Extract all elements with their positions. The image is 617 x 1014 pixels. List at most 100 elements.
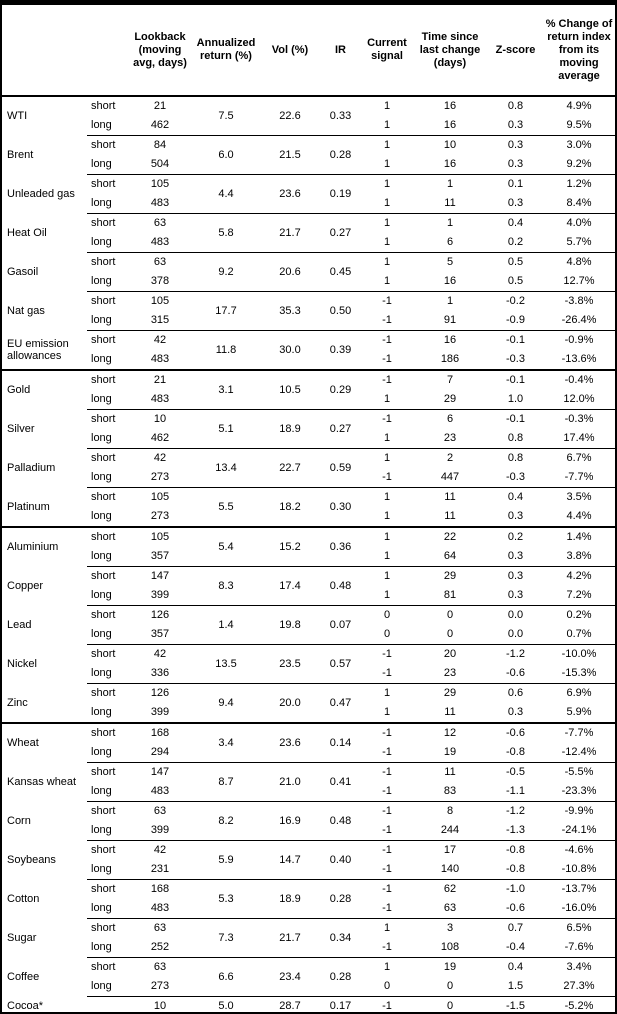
cell-current-signal: -1 xyxy=(362,369,412,390)
cell-vol: 17.4 xyxy=(261,566,319,606)
cell-current-signal: -1 xyxy=(382,353,392,365)
cell-z-score: -0.8 xyxy=(506,863,525,875)
table-row: EU emission allowances short 42 11.8 30.0 0.3… xyxy=(2,330,615,370)
table-row: long 252 -1 108 -0.4 -7.6% xyxy=(2,938,615,958)
table-row: long 483 1 29 1.0 12.0% xyxy=(2,390,615,410)
cell-z-score: 0.1 xyxy=(488,174,543,194)
cell-z-score: 0.4 xyxy=(488,957,543,977)
side-label: long xyxy=(91,980,112,992)
cell-lookback: 462 xyxy=(150,432,170,444)
col-header-pct-change: % Change of return index from its moving… xyxy=(543,5,615,97)
cell-vol: 22.7 xyxy=(261,448,319,488)
cell-pct-change: -13.7% xyxy=(543,879,615,899)
commodity-name: Lead xyxy=(7,619,32,631)
cell-vol: 10.5 xyxy=(261,369,319,410)
table-row: long 483 -1 83 -1.1 -23.3% xyxy=(2,782,615,802)
cell-lookback: 462 xyxy=(150,119,170,131)
cell-current-signal: 0 xyxy=(383,980,391,992)
cell-current-signal: 1 xyxy=(362,487,412,507)
cell-time-since: 12 xyxy=(412,722,488,743)
cell-ir: 0.33 xyxy=(329,109,352,122)
cell-z-score: -1.1 xyxy=(506,785,525,797)
commodity-name: Platinum xyxy=(7,500,50,513)
commodity-name: Unleaded gas xyxy=(7,188,75,200)
cell-time-since: 23 xyxy=(443,432,457,444)
cell-annualized-return: 3.1 xyxy=(191,369,261,410)
cell-lookback: 63 xyxy=(129,213,191,233)
commodity-name: Cocoa* xyxy=(7,1000,44,1013)
side-label: long xyxy=(91,197,112,209)
cell-time-since: 19 xyxy=(412,957,488,977)
cell-time-since: 64 xyxy=(443,550,457,562)
side-label: long xyxy=(91,393,112,405)
cell-current-signal: -1 xyxy=(382,314,392,326)
cell-lookback: 273 xyxy=(150,980,170,992)
commodity-name: Coffee xyxy=(7,971,40,983)
cell-current-signal: -1 xyxy=(362,722,412,743)
cell-z-score: -1.2 xyxy=(488,644,543,664)
cell-pct-change: -12.4% xyxy=(561,746,597,758)
cell-vol: 28.7 xyxy=(261,996,319,1012)
cell-current-signal: 1 xyxy=(362,174,412,194)
cell-z-score: 0.3 xyxy=(507,119,524,131)
cell-ir: 0.34 xyxy=(319,918,362,958)
cell-z-score: 0.2 xyxy=(507,236,524,248)
cell-z-score: -1.2 xyxy=(488,801,543,821)
cell-pct-change: -15.3% xyxy=(561,667,597,679)
cell-time-since: 16 xyxy=(412,330,488,350)
cell-vol: 23.6 xyxy=(261,722,319,763)
side-label: long xyxy=(91,158,112,170)
table-row: long 231 -1 140 -0.8 -10.8% xyxy=(2,860,615,880)
cell-z-score: -0.6 xyxy=(506,667,525,679)
cell-current-signal: 1 xyxy=(383,100,391,112)
cell-pct-change: -10.0% xyxy=(543,644,615,664)
commodity-name: Wheat xyxy=(2,722,87,763)
cell-time-since: 0 xyxy=(412,605,488,625)
cell-lookback: 147 xyxy=(129,762,191,782)
cell-lookback: 252 xyxy=(150,941,170,953)
cell-ir: 0.28 xyxy=(319,135,362,175)
cell-vol: 21.0 xyxy=(261,762,319,802)
cell-z-score: -1.0 xyxy=(488,879,543,899)
cell-lookback: 399 xyxy=(150,589,170,601)
cell-lookback: 63 xyxy=(129,918,191,938)
cell-time-since: 0 xyxy=(412,996,488,1012)
cell-pct-change: 27.3% xyxy=(563,980,595,992)
cell-annualized-return: 8.2 xyxy=(191,801,261,841)
cell-pct-change: -26.4% xyxy=(561,314,597,326)
cell-pct-change: -5.5% xyxy=(543,762,615,782)
cell-ir: 0.39 xyxy=(319,330,362,370)
cell-pct-change: 8.4% xyxy=(566,197,592,209)
cell-current-signal: 0 xyxy=(362,605,412,625)
side-label: long xyxy=(91,236,112,248)
col-header-annualized-return: Annualized return (%) xyxy=(191,5,261,97)
table-row: long 294 -1 19 -0.8 -12.4% xyxy=(2,743,615,763)
cell-pct-change: 17.4% xyxy=(563,432,595,444)
side-label: short xyxy=(87,918,129,938)
cell-vol: 23.5 xyxy=(261,644,319,684)
table-row: Aluminium short 105 5.4 15.2 0.36 1 22 0.2 1.4% xyxy=(2,526,615,567)
cell-lookback: 504 xyxy=(150,158,170,170)
cell-z-score: 0.5 xyxy=(488,252,543,272)
cell-pct-change: 6.9% xyxy=(543,683,615,703)
col-header-vol: Vol (%) xyxy=(261,5,319,97)
cell-pct-change: 3.8% xyxy=(566,550,592,562)
header-row: Lookback (moving avg, days) Annualized r… xyxy=(2,5,615,97)
table-row: long 357 0 0 0.0 0.7% xyxy=(2,625,615,645)
cell-annualized-return: 5.4 xyxy=(191,526,261,567)
cell-z-score: -0.1 xyxy=(488,409,543,429)
cell-pct-change: 7.2% xyxy=(566,589,592,601)
cell-ir: 0.29 xyxy=(319,369,362,410)
cell-current-signal: 1 xyxy=(383,393,391,405)
commodity-name: Nat gas xyxy=(7,305,45,317)
cell-pct-change: 0.2% xyxy=(543,605,615,625)
table-row: long 483 -1 63 -0.6 -16.0% xyxy=(2,899,615,919)
cell-z-score: -0.6 xyxy=(488,722,543,743)
side-label: short xyxy=(87,448,129,468)
cell-time-since: 1 xyxy=(412,213,488,233)
cell-lookback: 105 xyxy=(129,526,191,547)
cell-annualized-return: 9.4 xyxy=(191,683,261,723)
cell-pct-change: 12.7% xyxy=(563,275,595,287)
cell-current-signal: -1 xyxy=(382,746,392,758)
cell-z-score: -0.1 xyxy=(488,330,543,350)
